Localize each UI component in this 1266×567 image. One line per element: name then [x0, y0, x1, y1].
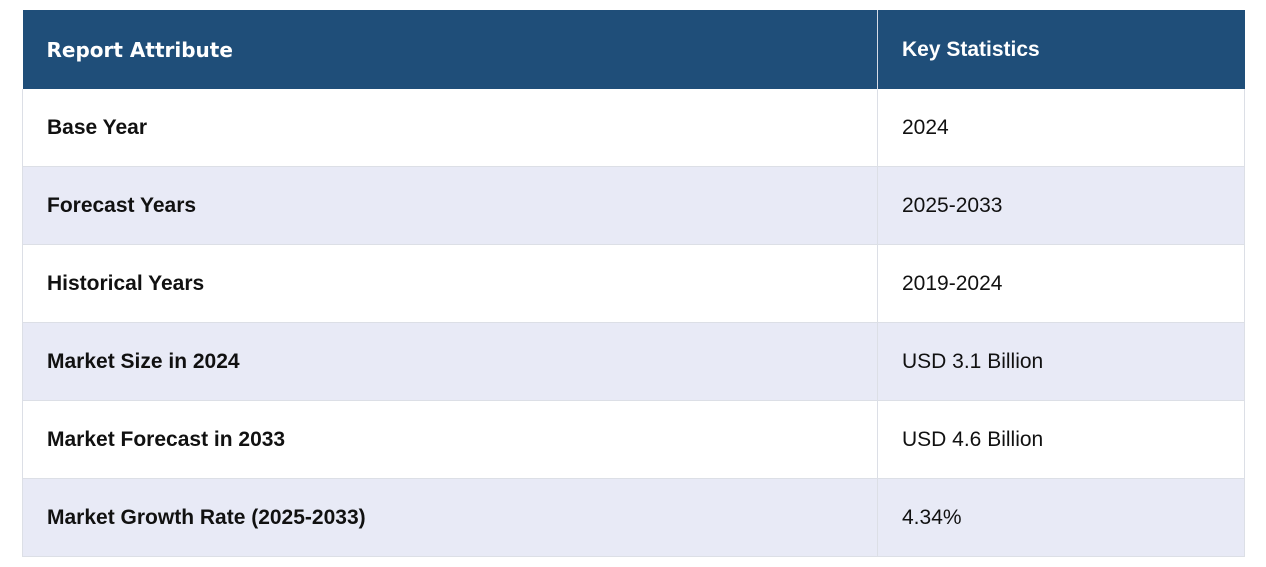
- row-attribute-cell: Historical Years: [22, 244, 878, 323]
- row-value-cell: 2025-2033: [877, 166, 1245, 245]
- table-header: Report Attribute Key Statistics: [22, 10, 1245, 89]
- table-row: Market Growth Rate (2025-2033) 4.34%: [22, 478, 1245, 557]
- table-row: Forecast Years 2025-2033: [22, 166, 1245, 245]
- table-row: Historical Years 2019-2024: [22, 244, 1245, 323]
- table-body: Base Year 2024 Forecast Years 2025-2033 …: [22, 89, 1245, 557]
- header-key-statistics: Key Statistics: [877, 10, 1245, 89]
- row-attribute-cell: Base Year: [22, 89, 878, 167]
- table-row: Market Forecast in 2033 USD 4.6 Billion: [22, 400, 1245, 479]
- table-row: Base Year 2024: [22, 89, 1245, 167]
- row-value-cell: 2024: [877, 89, 1245, 167]
- row-value-cell: 2019-2024: [877, 244, 1245, 323]
- row-attribute-cell: Market Growth Rate (2025-2033): [22, 478, 878, 557]
- table-row: Market Size in 2024 USD 3.1 Billion: [22, 322, 1245, 401]
- row-attribute-cell: Market Forecast in 2033: [22, 400, 878, 479]
- header-row: Report Attribute Key Statistics: [22, 10, 1245, 89]
- report-statistics-table-container: Report Attribute Key Statistics Base Yea…: [22, 10, 1245, 557]
- report-statistics-table: Report Attribute Key Statistics Base Yea…: [22, 10, 1245, 557]
- row-value-cell: 4.34%: [877, 478, 1245, 557]
- row-attribute-cell: Forecast Years: [22, 166, 878, 245]
- row-value-cell: USD 4.6 Billion: [877, 400, 1245, 479]
- row-attribute-cell: Market Size in 2024: [22, 322, 878, 401]
- row-value-cell: USD 3.1 Billion: [877, 322, 1245, 401]
- header-report-attribute: Report Attribute: [22, 10, 878, 89]
